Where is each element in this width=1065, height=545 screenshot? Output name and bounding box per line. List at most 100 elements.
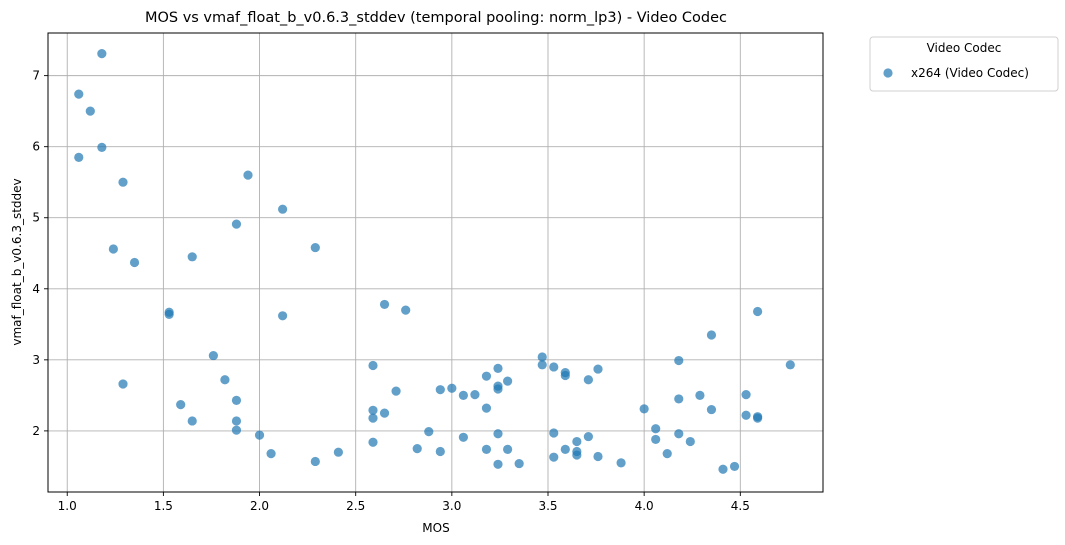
data-point (753, 306, 763, 317)
data-point (458, 432, 468, 442)
legend-box (869, 36, 1059, 92)
data-point (231, 425, 242, 435)
legend-title: Video Codec (927, 41, 1002, 55)
data-point (481, 403, 492, 413)
data-point (503, 444, 513, 454)
data-point (333, 447, 343, 457)
legend-marker (883, 68, 893, 78)
data-point (706, 404, 717, 415)
data-point (741, 390, 751, 400)
data-point (514, 458, 524, 469)
data-point (493, 459, 503, 469)
data-point (401, 305, 411, 315)
data-point (231, 395, 242, 405)
y-tick-label: 5 (32, 211, 40, 225)
data-point (572, 450, 582, 460)
data-point (729, 461, 740, 472)
data-point (379, 299, 390, 310)
plot-area: 1.0 1.5 2.0 2.5 3.0 3.5 4.0 4.5 2 3 4 5 6 7 (32, 32, 824, 513)
data-point (458, 390, 468, 400)
data-point (470, 390, 480, 400)
x-tick-label: 3.5 (538, 499, 557, 513)
data-point (368, 413, 378, 423)
data-point (435, 385, 445, 395)
y-tick-label: 2 (32, 424, 40, 438)
data-point (266, 449, 276, 459)
data-point (118, 379, 128, 389)
data-point (583, 375, 593, 385)
data-point (243, 170, 253, 180)
data-point (74, 152, 84, 162)
y-tick-label: 6 (32, 140, 40, 154)
data-point (493, 384, 503, 394)
y-axis-label: vmaf_float_b_v0.6.3_stddev (10, 178, 24, 345)
data-point (674, 394, 684, 404)
data-point (549, 452, 559, 462)
data-point (368, 437, 378, 447)
data-point (424, 427, 434, 437)
data-point (537, 352, 547, 362)
data-point (412, 444, 422, 454)
data-point (674, 429, 684, 439)
data-point (278, 311, 288, 321)
data-point (108, 244, 118, 254)
data-point (85, 106, 95, 116)
data-point (718, 464, 728, 474)
data-point (639, 404, 649, 414)
data-point (368, 360, 378, 371)
data-point (220, 375, 230, 385)
data-point (593, 451, 603, 462)
data-point (391, 386, 401, 396)
data-point (231, 219, 242, 229)
data-point (310, 456, 320, 467)
data-point (537, 360, 547, 370)
y-axis-ticks: 2 3 4 5 6 7 (32, 69, 48, 438)
data-point (74, 89, 84, 99)
y-tick-label: 7 (32, 69, 40, 83)
data-point (310, 242, 320, 253)
data-point (231, 416, 242, 426)
plot-frame (47, 32, 824, 493)
data-point (503, 376, 513, 386)
data-point (379, 408, 390, 418)
grid (48, 33, 823, 492)
legend-entry-x264: x264 (Video Codec) (911, 66, 1029, 80)
data-point (97, 142, 107, 152)
data-point (674, 355, 684, 366)
data-point (651, 434, 661, 445)
data-point (593, 364, 603, 374)
data-point (785, 360, 795, 370)
data-point (129, 257, 140, 268)
data-point (741, 410, 751, 420)
data-point (493, 363, 503, 373)
data-point (583, 431, 593, 442)
data-point (493, 429, 503, 439)
data-point (549, 428, 559, 438)
x-tick-label: 2.0 (250, 499, 269, 513)
data-point (447, 383, 457, 393)
data-point (572, 436, 582, 447)
data-points (74, 49, 795, 474)
data-point (560, 370, 570, 381)
x-tick-label: 3.0 (442, 499, 461, 513)
x-tick-label: 1.0 (58, 499, 77, 513)
data-point (549, 362, 559, 372)
data-point (187, 416, 197, 426)
data-point (662, 449, 672, 459)
data-point (97, 49, 107, 59)
data-point (753, 413, 763, 423)
data-point (435, 446, 445, 457)
x-tick-label: 4.0 (635, 499, 654, 513)
data-point (164, 309, 174, 319)
data-point (278, 204, 288, 214)
data-point (706, 330, 717, 340)
data-point (651, 424, 661, 434)
data-point (176, 400, 186, 410)
data-point (368, 405, 378, 415)
y-tick-label: 4 (32, 282, 40, 296)
x-tick-label: 4.5 (731, 499, 750, 513)
data-point (481, 444, 492, 454)
data-point (616, 458, 626, 468)
data-point (560, 444, 570, 454)
